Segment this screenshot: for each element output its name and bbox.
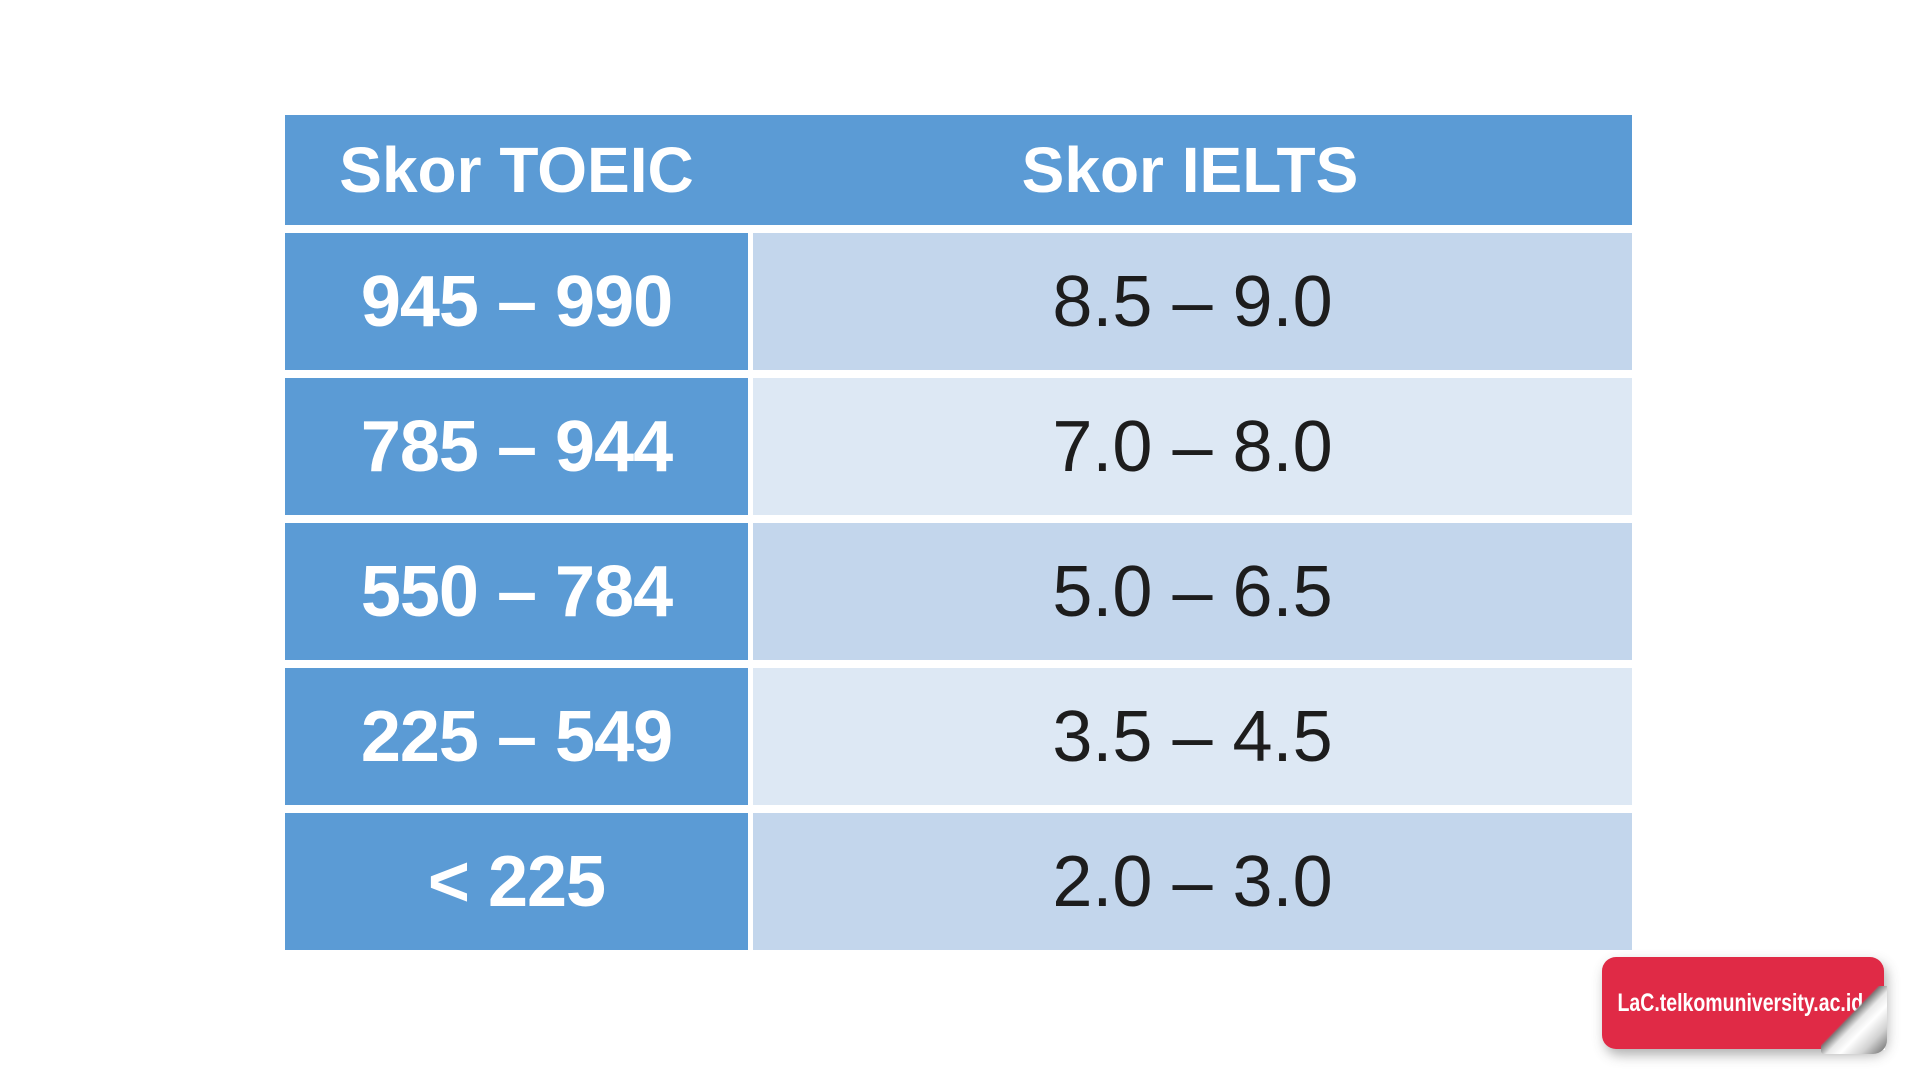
page-curl-icon	[1821, 986, 1887, 1054]
ielts-range-cell: 5.0 – 6.5	[753, 523, 1632, 660]
table-row: < 225 2.0 – 3.0	[285, 813, 1632, 950]
table-row: 945 – 990 8.5 – 9.0	[285, 233, 1632, 370]
site-watermark-badge: LaC.telkomuniversity.ac.id	[1602, 957, 1887, 1054]
table-header-row: Skor TOEIC Skor IELTS	[285, 115, 1632, 225]
toeic-range-cell: 225 – 549	[285, 668, 748, 805]
score-conversion-table: Skor TOEIC Skor IELTS 945 – 990 8.5 – 9.…	[285, 115, 1632, 950]
header-cell-toeic: Skor TOEIC	[285, 115, 748, 225]
header-cell-ielts: Skor IELTS	[748, 115, 1632, 225]
ielts-range-cell: 8.5 – 9.0	[753, 233, 1632, 370]
table-row: 785 – 944 7.0 – 8.0	[285, 378, 1632, 515]
header-label-toeic: Skor TOEIC	[339, 134, 694, 206]
header-label-ielts: Skor IELTS	[1021, 134, 1359, 206]
table-row: 550 – 784 5.0 – 6.5	[285, 523, 1632, 660]
toeic-range-cell: < 225	[285, 813, 748, 950]
toeic-range-cell: 945 – 990	[285, 233, 748, 370]
ielts-range-cell: 7.0 – 8.0	[753, 378, 1632, 515]
toeic-range-cell: 550 – 784	[285, 523, 748, 660]
ielts-range-cell: 2.0 – 3.0	[753, 813, 1632, 950]
toeic-range-cell: 785 – 944	[285, 378, 748, 515]
table-row: 225 – 549 3.5 – 4.5	[285, 668, 1632, 805]
ielts-range-cell: 3.5 – 4.5	[753, 668, 1632, 805]
